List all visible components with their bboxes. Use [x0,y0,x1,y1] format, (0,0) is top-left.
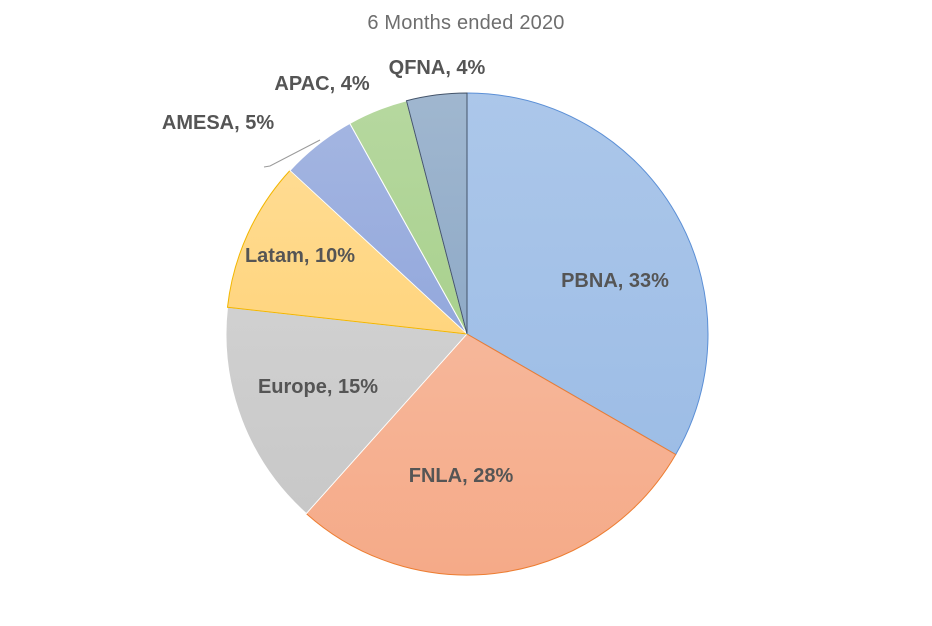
leader-layer [263,139,321,168]
pie-slice-fnla [305,333,677,576]
labels-layer: PBNA, 33% FNLA, 28% Europe, 15% Latam, 10% A… [162,57,669,487]
slice-label-qfna: QFNA, 4% [389,57,486,79]
amesa-leader-line [263,139,321,168]
pie-slice-qfna [405,92,468,335]
slice-label-europe: Europe, 15% [258,376,378,398]
slice-label-fnla: FNLA, 28% [409,465,514,487]
pie-slice-europe [225,306,469,515]
chart-title: 6 Months ended 2020 [367,12,565,34]
pie-slice-pbna [466,92,709,456]
slice-label-apac: APAC, 4% [274,73,369,95]
slices-layer [225,92,709,576]
slice-label-latam: Latam, 10% [245,245,355,267]
pie-slice-latam [226,169,469,335]
slice-label-amesa: AMESA, 5% [162,112,274,134]
slice-label-pbna: PBNA, 33% [561,270,669,292]
